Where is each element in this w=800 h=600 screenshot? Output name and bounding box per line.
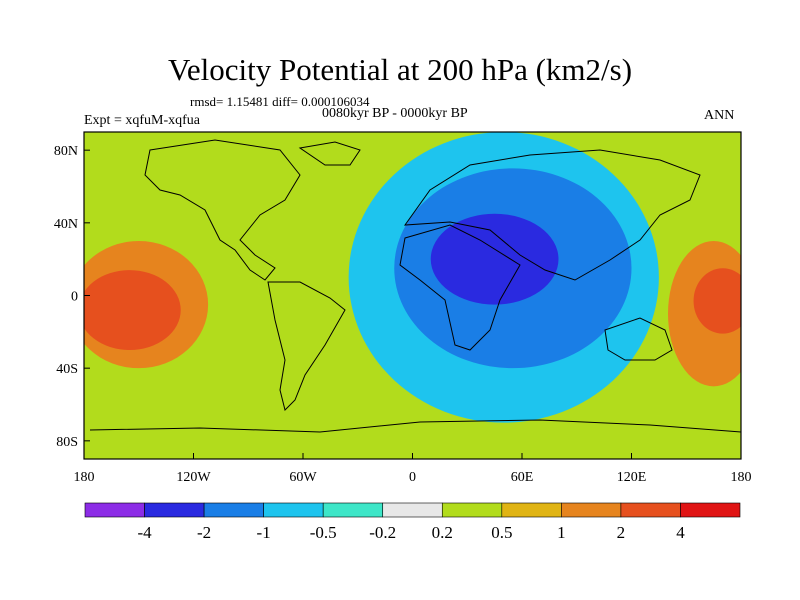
colorbar-bin [561,502,622,518]
colorbar-bin [322,502,384,518]
map-field [84,132,741,459]
colorbar-level-label: 2 [617,523,626,542]
colorbar-level-label: -2 [197,523,211,542]
x-tick-label: 0 [409,470,416,485]
x-tick-label: 120W [176,470,211,485]
season-text: ANN [704,108,735,123]
x-tick-label: 180 [74,470,95,485]
y-tick-label: 40S [56,362,78,377]
y-tick-label: 0 [71,290,78,305]
colorbar: -4 -2 -1 -0.5 -0.2 0.2 0.5 1 2 4 [84,502,741,542]
experiment-text: Expt = xqfuM-xqfua [84,113,200,128]
colorbar-level-label: -0.2 [369,523,396,542]
y-tick-label: 80S [56,435,78,450]
colorbar-level-label: 0.2 [432,523,453,542]
colorbar-level-label: 0.5 [491,523,512,542]
y-tick-label: 40N [54,217,78,232]
region-west-pacific-red [693,268,741,334]
colorbar-level-label: 1 [557,523,566,542]
coastlines [89,139,741,433]
stats-text: rmsd= 1.15481 diff= 0.000106034 [190,94,370,109]
colorbar-bin [501,502,562,518]
colorbar-bin [84,502,145,518]
region-arabia-dark-blue [430,213,559,305]
x-tick-label: 180 [731,470,752,485]
chart-title: Velocity Potential at 200 hPa (km2/s) [167,52,633,87]
colorbar-level-label: -0.5 [310,523,337,542]
x-tick-label: 60E [511,470,534,485]
x-tick-label: 120E [617,470,647,485]
colorbar-bin [382,502,443,518]
colorbar-level-label: -1 [257,523,271,542]
x-tick-label: 60W [289,470,317,485]
colorbar-bin [620,502,681,518]
axes: 180 120W 60W 0 60E 120E 180 80N 40N 0 40S 80S [54,144,752,485]
period-text: 0080kyr BP - 0000kyr BP [322,106,468,121]
y-tick-label: 80N [54,144,78,159]
colorbar-bin [263,502,324,518]
colorbar-bin [680,502,741,518]
region-pacific-east-red-core [84,270,181,350]
colorbar-bin [144,502,205,518]
colorbar-level-label: 4 [676,523,685,542]
colorbar-bin [441,502,503,518]
colorbar-level-label: -4 [137,523,152,542]
colorbar-bin [203,502,264,518]
